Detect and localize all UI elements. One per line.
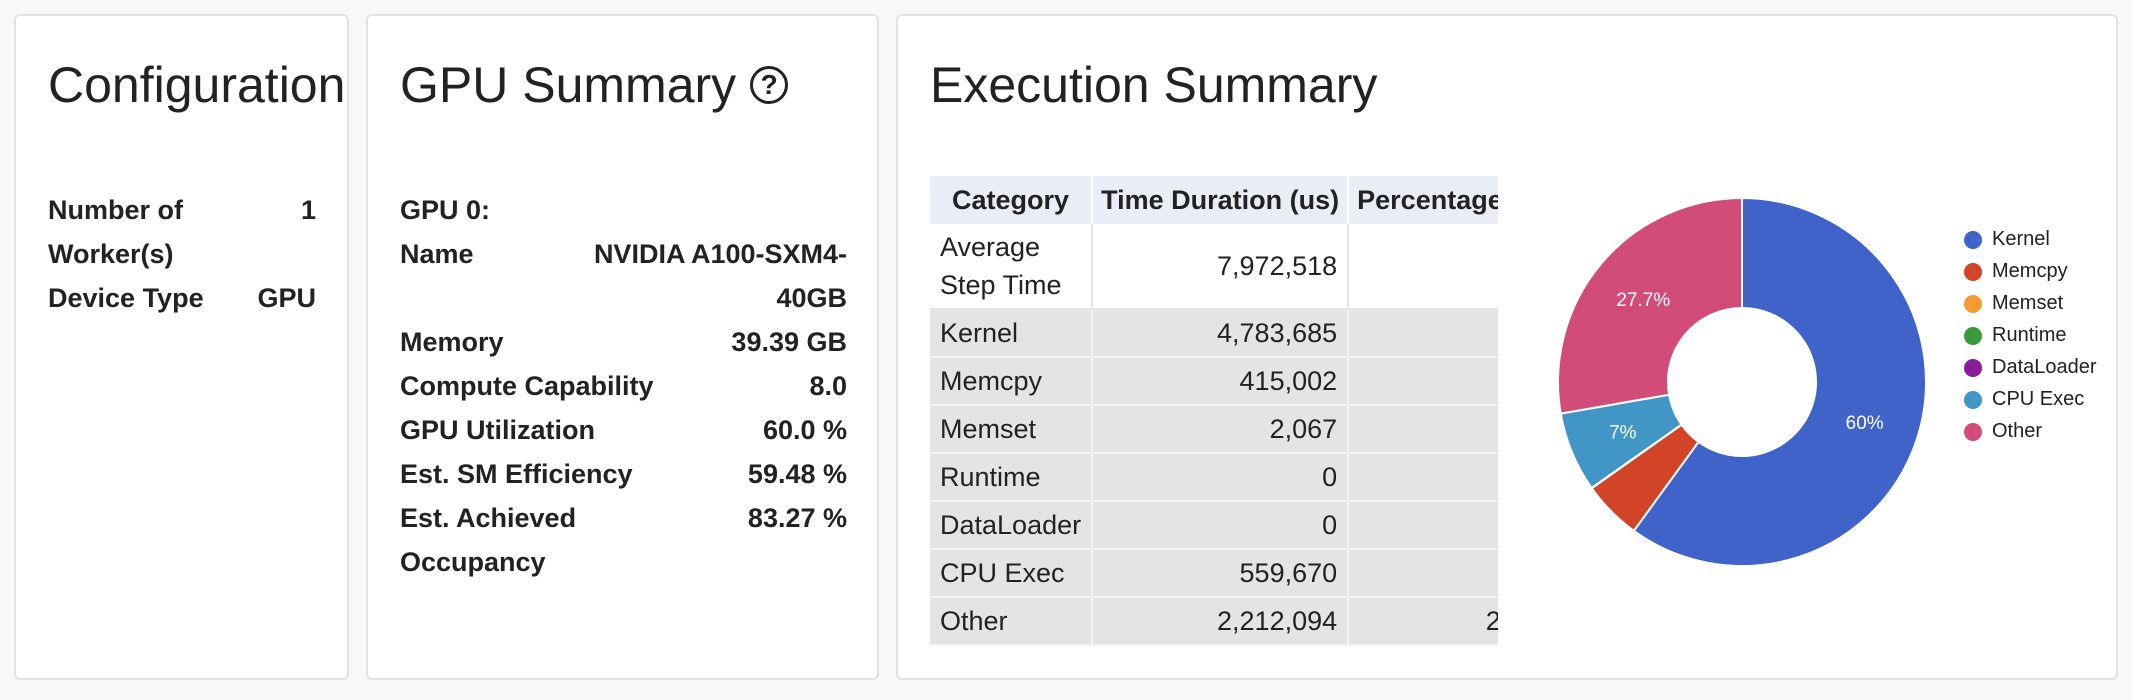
table-row: Runtime 0 xyxy=(930,453,1498,502)
cell-duration: 4,783,685 xyxy=(1092,309,1350,358)
config-row-workers: Number of Worker(s) 1 xyxy=(48,188,316,276)
config-value: 1 xyxy=(300,195,316,225)
cell-category: Runtime xyxy=(930,453,1094,502)
cell-category: CPU Exec xyxy=(930,549,1094,598)
gpu-key: Compute Capability xyxy=(400,371,654,401)
gpu-key: Name xyxy=(400,239,474,269)
legend-item-memcpy[interactable]: Memcpy xyxy=(1964,260,2068,283)
legend-label: Kernel xyxy=(1992,228,2050,250)
legend-label: Runtime xyxy=(1992,324,2067,346)
legend-label: Memset xyxy=(1992,292,2064,314)
cell-duration: 2,212,094 xyxy=(1092,597,1350,646)
legend-dot xyxy=(1964,390,1982,409)
gpu-key: Est. Achieved Occupancy xyxy=(400,503,577,577)
legend-label: Memcpy xyxy=(1992,260,2068,282)
execution-summary-card: Execution Summary Category Time Duration… xyxy=(896,14,2118,680)
cell-category: Other xyxy=(930,597,1094,646)
column-header-percentage[interactable]: Percentage xyxy=(1348,176,1498,224)
gpu-value: NVIDIA A100-SXM4-40GB xyxy=(593,239,847,313)
legend-dot xyxy=(1964,294,1982,313)
table-row: Other 2,212,094 2 xyxy=(930,597,1498,646)
legend-dot xyxy=(1964,422,1982,441)
cell-category: Kernel xyxy=(930,309,1094,358)
gpu-row-compute: Compute Capability 8.0 xyxy=(400,364,847,408)
cell-category: Memcpy xyxy=(930,357,1094,406)
gpu-key: GPU Utilization xyxy=(400,415,595,445)
configuration-table: Number of Worker(s) 1 Device Type GPU xyxy=(48,188,316,320)
cell-percentage: 2 xyxy=(1348,597,1498,646)
gpu-summary-table: GPU 0: Name NVIDIA A100-SXM4-40GB Memory… xyxy=(400,188,847,584)
config-key: Number of Worker(s) xyxy=(48,195,183,269)
legend-dot xyxy=(1964,358,1982,377)
gpu-value: 8.0 xyxy=(809,371,847,401)
cell-duration: 559,670 xyxy=(1092,549,1350,598)
cell-duration: 2,067 xyxy=(1092,405,1350,454)
column-header-category[interactable]: Category xyxy=(930,176,1094,224)
execution-summary-title: Execution Summary xyxy=(930,57,1378,113)
cell-category: Average Step Time xyxy=(930,224,1094,310)
table-row: Average Step Time 7,972,518 xyxy=(930,224,1498,310)
cell-category: Memset xyxy=(930,405,1094,454)
legend-dot xyxy=(1964,230,1982,249)
gpu-key: Memory xyxy=(400,327,504,357)
configuration-card: Configuration Number of Worker(s) 1 Devi… xyxy=(14,14,349,680)
table-row: Memcpy 415,002 xyxy=(930,357,1498,406)
cell-percentage xyxy=(1348,501,1498,550)
config-key: Device Type xyxy=(48,283,204,313)
legend-item-other[interactable]: Other xyxy=(1964,420,2042,443)
cell-percentage xyxy=(1348,453,1498,502)
table-row: Kernel 4,783,685 xyxy=(930,309,1498,358)
donut-slice-label: 27.7% xyxy=(1616,290,1670,311)
execution-table-container[interactable]: Category Time Duration (us) Percentage A… xyxy=(930,176,1498,662)
cell-percentage xyxy=(1348,405,1498,454)
gpu-value: 60.0 % xyxy=(762,415,847,445)
gpu-row-memory: Memory 39.39 GB xyxy=(400,320,847,364)
cell-duration: 7,972,518 xyxy=(1092,224,1350,310)
cell-duration: 0 xyxy=(1092,453,1350,502)
donut-slice-other[interactable] xyxy=(1557,196,1743,415)
gpu-key: Est. SM Efficiency xyxy=(400,459,633,489)
legend-dot xyxy=(1964,262,1982,281)
gpu-row-occupancy: Est. Achieved Occupancy 83.27 % xyxy=(400,496,847,584)
legend-item-kernel[interactable]: Kernel xyxy=(1964,228,2050,251)
cell-percentage xyxy=(1348,357,1498,406)
gpu-summary-title: GPU Summary ? xyxy=(400,56,789,114)
legend-label: DataLoader xyxy=(1992,356,2097,378)
donut-slice-label: 60% xyxy=(1846,413,1884,434)
gpu-row-sm-efficiency: Est. SM Efficiency 59.48 % xyxy=(400,452,847,496)
legend-item-dataloader[interactable]: DataLoader xyxy=(1964,356,2097,379)
cell-percentage xyxy=(1348,224,1498,310)
legend-dot xyxy=(1964,326,1982,345)
legend-label: CPU Exec xyxy=(1992,388,2085,410)
execution-donut-chart: 60% 7% 27.7% xyxy=(1557,196,1927,567)
gpu-value: 39.39 GB xyxy=(731,327,847,357)
legend-item-cpu-exec[interactable]: CPU Exec xyxy=(1964,388,2084,411)
gpu-row-utilization: GPU Utilization 60.0 % xyxy=(400,408,847,452)
table-row: CPU Exec 559,670 xyxy=(930,549,1498,598)
column-header-duration[interactable]: Time Duration (us) xyxy=(1092,176,1350,224)
help-icon[interactable]: ? xyxy=(750,66,789,104)
cell-duration: 0 xyxy=(1092,501,1350,550)
donut-slice-kernel[interactable] xyxy=(1632,196,1927,567)
legend-item-runtime[interactable]: Runtime xyxy=(1964,324,2066,347)
execution-table: Category Time Duration (us) Percentage A… xyxy=(930,176,1498,646)
legend-item-memset[interactable]: Memset xyxy=(1964,292,2063,315)
gpu-label: GPU 0: xyxy=(400,195,491,225)
config-value: GPU xyxy=(257,283,316,313)
gpu-value: 83.27 % xyxy=(747,503,847,533)
cell-percentage xyxy=(1348,309,1498,358)
gpu-summary-card: GPU Summary ? GPU 0: Name NVIDIA A100-SX… xyxy=(366,14,879,680)
gpu-value: 59.48 % xyxy=(747,459,847,489)
table-row: Memset 2,067 xyxy=(930,405,1498,454)
gpu-row-name: Name NVIDIA A100-SXM4-40GB xyxy=(400,232,847,320)
gpu-summary-title-text: GPU Summary xyxy=(400,57,737,113)
table-row: DataLoader 0 xyxy=(930,501,1498,550)
cell-percentage xyxy=(1348,549,1498,598)
cell-duration: 415,002 xyxy=(1092,357,1350,406)
config-row-device-type: Device Type GPU xyxy=(48,276,316,320)
cell-category: DataLoader xyxy=(930,501,1094,550)
donut-slice-label: 7% xyxy=(1609,422,1637,443)
legend-label: Other xyxy=(1992,420,2043,442)
configuration-title: Configuration xyxy=(48,57,346,113)
